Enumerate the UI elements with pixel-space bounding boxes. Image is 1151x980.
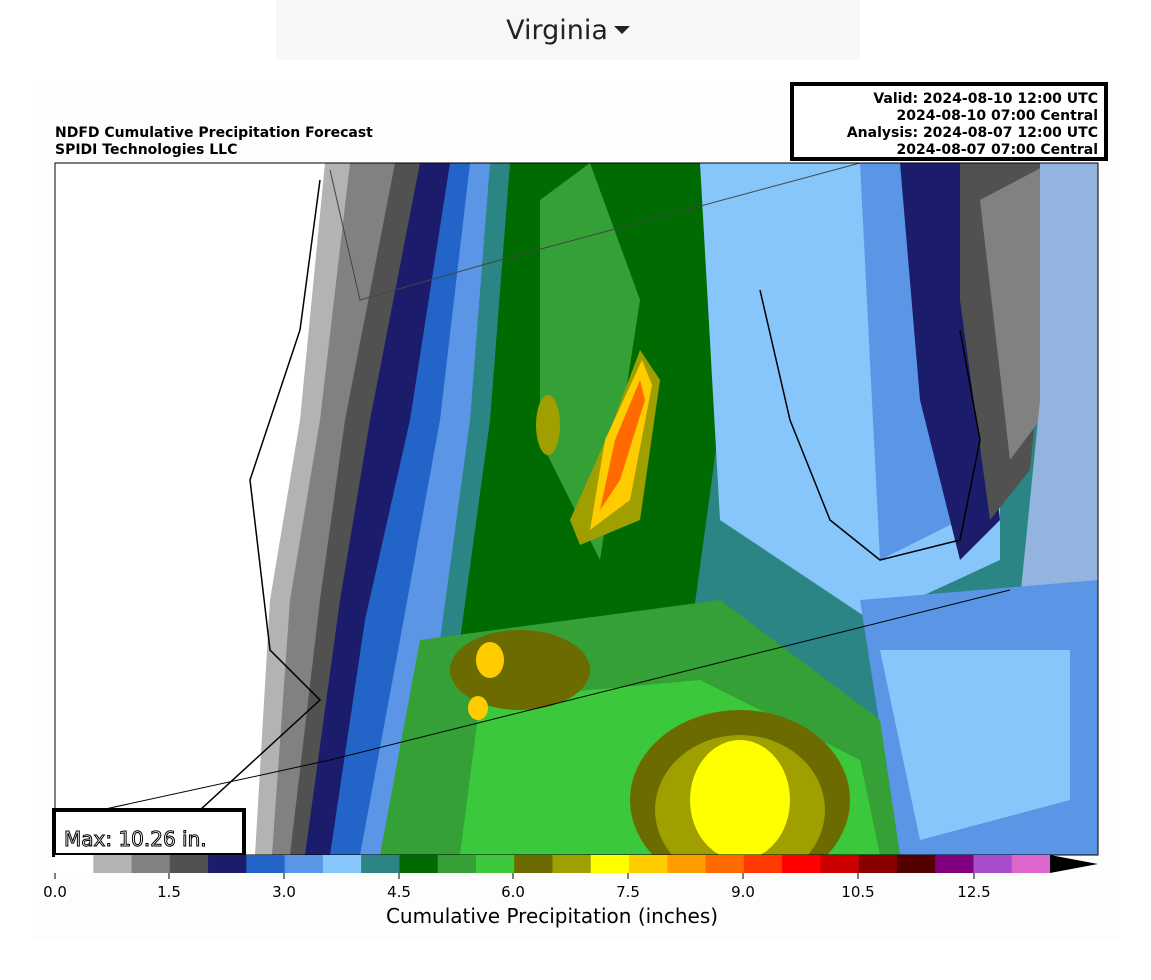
colorbar-tick-label: 7.5 <box>616 883 640 901</box>
colorbar-swatch <box>782 855 821 873</box>
time-box <box>790 82 1108 161</box>
max-box <box>52 808 246 857</box>
colorbar-swatch <box>475 855 515 873</box>
colorbar-swatch <box>437 855 477 873</box>
colorbar-swatch <box>361 855 400 873</box>
colorbar-swatch <box>629 855 668 873</box>
figure-subtitle: SPIDI Technologies LLC <box>55 142 237 158</box>
colorbar-swatch <box>169 855 209 873</box>
colorbar-swatch <box>55 855 94 873</box>
colorbar-swatch <box>208 855 247 873</box>
colorbar-swatch <box>552 855 592 873</box>
colorbar-swatch <box>667 855 707 873</box>
valid-utc: Valid: 2024-08-10 12:00 UTC <box>873 91 1098 107</box>
colorbar-swatch <box>858 855 898 873</box>
colorbar-swatch <box>705 855 745 873</box>
colorbar-tick-label: 12.5 <box>957 883 990 901</box>
colorbar-extend <box>1050 855 1098 873</box>
figure-title: NDFD Cumulative Precipitation Forecast <box>55 125 373 141</box>
dropdown-label[interactable]: Virginia <box>506 14 608 46</box>
colorbar-swatch <box>743 855 783 873</box>
colorbar-swatch <box>935 855 974 873</box>
colorbar-tick-label: 4.5 <box>387 883 411 901</box>
colorbar-swatch <box>1011 855 1051 873</box>
colorbar-label: Cumulative Precipitation (inches) <box>386 904 718 928</box>
colorbar-tick-label: 3.0 <box>272 883 296 901</box>
analysis-central: 2024-08-07 07:00 Central <box>897 142 1098 158</box>
dropdown-caret[interactable] <box>613 26 630 34</box>
colorbar-swatch <box>973 855 1013 873</box>
region-dropdown[interactable]: Virginia <box>276 0 860 60</box>
colorbar-swatch <box>284 855 324 873</box>
colorbar-swatch <box>820 855 860 873</box>
colorbar-swatch <box>322 855 362 873</box>
colorbar-swatch <box>514 855 553 873</box>
map <box>55 163 1098 855</box>
colorbar-swatch <box>590 855 630 873</box>
colorbar-tick-label: 6.0 <box>501 883 525 901</box>
analysis-utc: Analysis: 2024-08-07 12:00 UTC <box>847 125 1098 141</box>
colorbar-swatch <box>131 855 171 873</box>
colorbar-swatch <box>399 855 439 873</box>
colorbar-tick-label: 10.5 <box>841 883 874 901</box>
colorbar-swatch <box>246 855 286 873</box>
colorbar-tick-label: 9.0 <box>731 883 755 901</box>
colorbar <box>54 855 1051 879</box>
max-label: Max: 10.26 in. <box>64 827 207 851</box>
valid-central: 2024-08-10 07:00 Central <box>897 108 1098 124</box>
colorbar-tick-label: 0.0 <box>43 883 67 901</box>
colorbar-swatch <box>896 855 936 873</box>
colorbar-swatch <box>93 855 133 873</box>
colorbar-tick-label: 1.5 <box>157 883 181 901</box>
